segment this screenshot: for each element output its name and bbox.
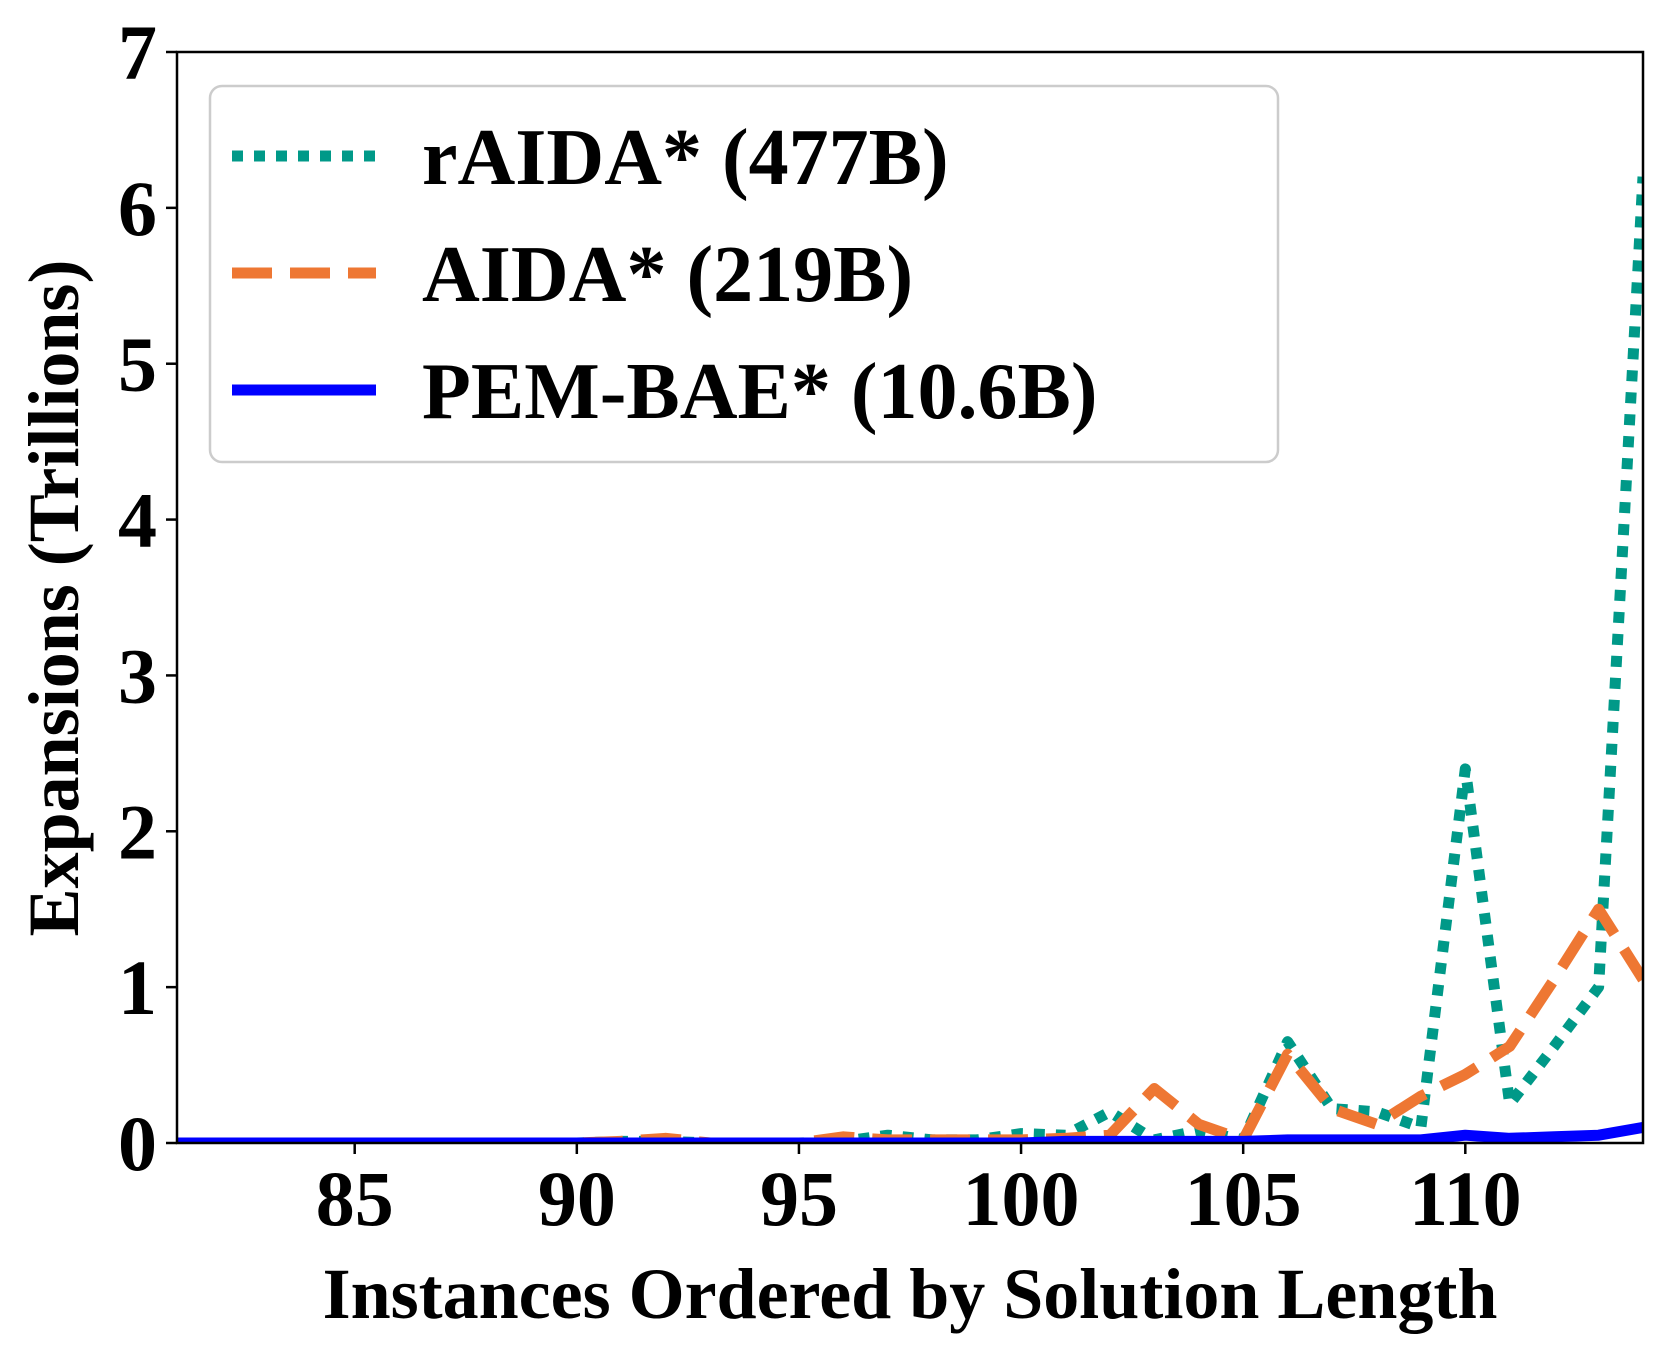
x-tick-label: 90: [538, 1155, 616, 1242]
y-tick-label: 4: [118, 477, 157, 564]
plot-frame: [175, 50, 1645, 1145]
y-tick-label: 6: [118, 165, 157, 252]
legend-label-1: AIDA* (219B): [422, 231, 913, 319]
legend-box: [208, 84, 1280, 464]
x-tick-label: 110: [1409, 1155, 1522, 1242]
legend: rAIDA* (477B) AIDA* (219B) PEM-BAE* (10.6B…: [208, 84, 1280, 464]
y-tick-label: 3: [118, 632, 157, 719]
x-tick-label: 105: [1185, 1155, 1302, 1242]
series-line-1: [177, 903, 1643, 1143]
series-line-2: [177, 1121, 1643, 1143]
y-tick-label: 0: [118, 1100, 157, 1187]
y-tick-label: 5: [118, 321, 157, 408]
y-tick-label: 2: [118, 788, 157, 875]
x-tick-label: 95: [760, 1155, 838, 1242]
x-tick-label: 85: [316, 1155, 394, 1242]
y-axis: 0 1 2 3 4 5 6 7: [118, 9, 177, 1187]
legend-label-2: PEM-BAE* (10.6B): [422, 348, 1098, 436]
series-layer: [177, 176, 1643, 1143]
y-axis-label: Expansions (Trillions): [14, 260, 94, 937]
legend-label-0: rAIDA* (477B): [422, 114, 949, 202]
x-tick-label: 100: [963, 1155, 1080, 1242]
y-tick-label: 1: [118, 944, 157, 1031]
x-axis: 85 90 95 100 105 110: [316, 1143, 1522, 1242]
x-axis-label: Instances Ordered by Solution Length: [323, 1254, 1498, 1334]
y-tick-label: 7: [118, 9, 157, 96]
